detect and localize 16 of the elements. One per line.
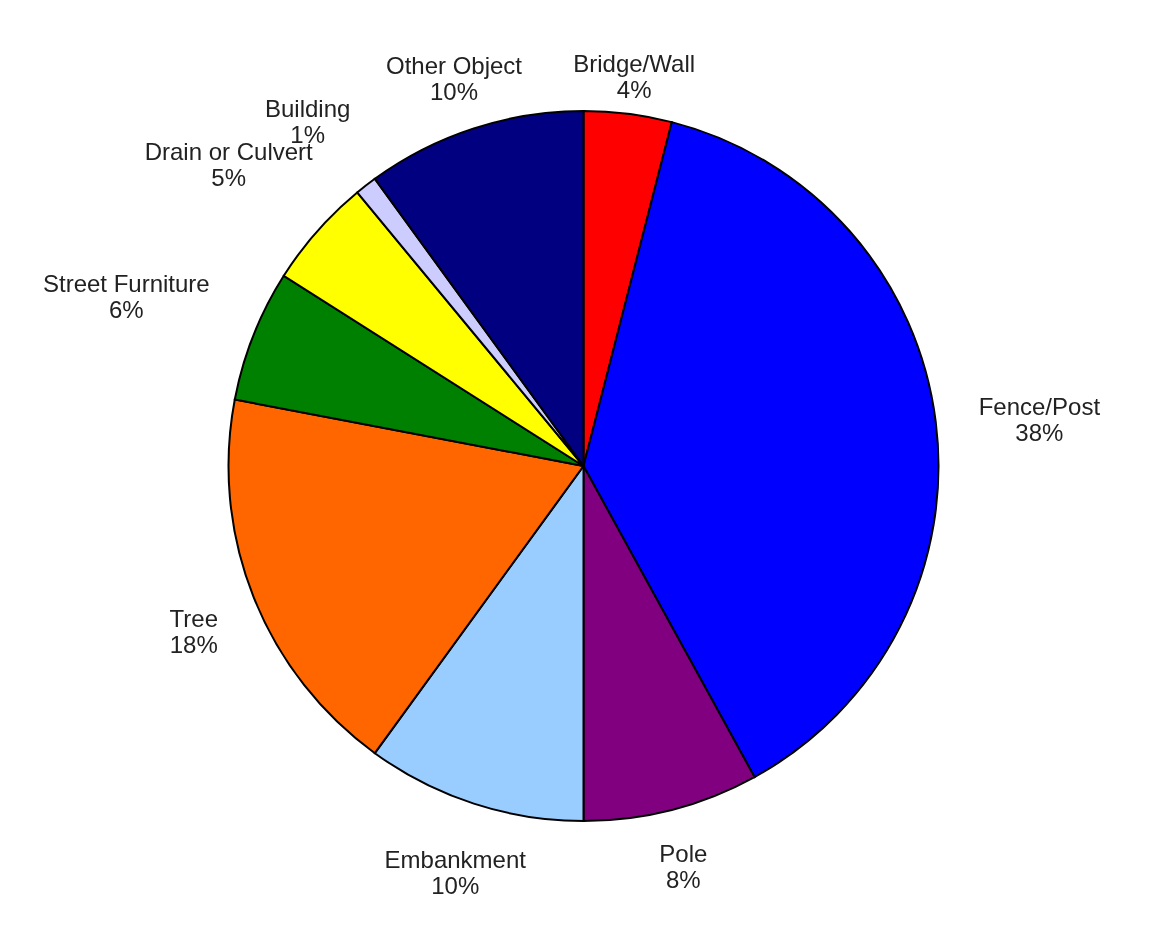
slice-label: Bridge/Wall xyxy=(573,50,696,78)
slice-label: Street Furniture xyxy=(42,269,210,297)
slice-label: Fence/Post xyxy=(978,393,1101,421)
slice-label: Pole xyxy=(659,839,708,867)
slice-label: Tree xyxy=(169,605,218,633)
data-label: 38% xyxy=(1015,419,1064,447)
data-label: 5% xyxy=(211,164,247,192)
slice-label: Embankment xyxy=(384,845,527,873)
data-label: 10% xyxy=(431,871,480,899)
data-label: 8% xyxy=(666,865,701,893)
data-label: 6% xyxy=(108,295,144,323)
data-label: 4% xyxy=(616,76,652,104)
data-label: 18% xyxy=(169,631,218,659)
data-label: 10% xyxy=(429,78,479,106)
slice-label: Building xyxy=(264,95,351,123)
slice-label: Other Object xyxy=(385,52,523,80)
